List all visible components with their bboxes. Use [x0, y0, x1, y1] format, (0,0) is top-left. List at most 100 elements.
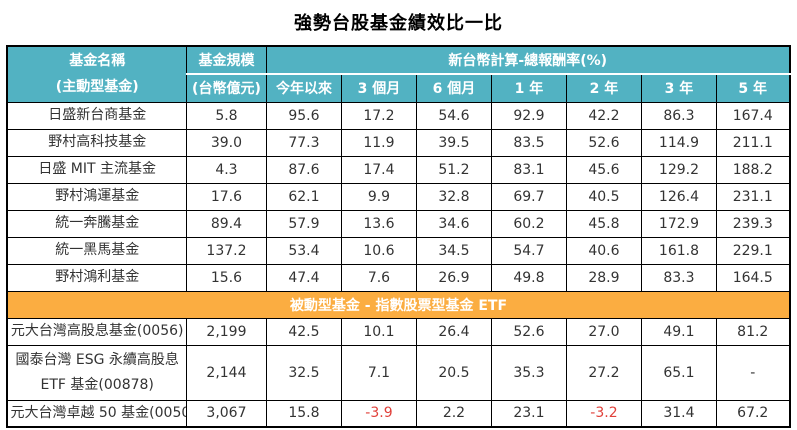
table-header: 基金名稱 (主動型基金) 基金規模 新台幣計算-總報酬率(%) (台幣億元) 今… [6, 45, 791, 103]
return-value-cell: 27.2 [565, 344, 642, 401]
return-value-cell: 114.9 [640, 128, 717, 157]
fund-name-cell: 日盛新台商基金 [6, 101, 187, 130]
page-title: 強勢台股基金績效比一比 [294, 13, 503, 34]
fund-name-text: 元大台灣高股息基金(0056) [10, 323, 184, 339]
return-value-cell: 83.5 [490, 128, 567, 157]
return-value-cell: 26.4 [415, 317, 492, 346]
fund-name-header-line1: 基金名稱 [69, 53, 126, 70]
return-value-cell: 2.2 [415, 399, 492, 428]
fund-name-text: 統一黑馬基金 [55, 242, 140, 258]
fund-name-text: 國泰台灣 ESG 永續高股息 [15, 351, 179, 368]
fund-name-text: 統一奔騰基金 [55, 215, 140, 231]
return-value-cell: 42.2 [565, 101, 642, 130]
header-row-sub: (台幣億元) 今年以來 3 個月 6 個月 1 年 2 年 3 年 5 年 [7, 73, 791, 103]
page: 強勢台股基金績效比一比 基金名稱 (主動型基金) 基金規模 新台幣計算-總報酬率… [0, 9, 797, 428]
fund-size-cell: 15.6 [185, 263, 267, 292]
return-value-cell: 9.9 [340, 182, 417, 211]
fund-name-cell: 野村鴻利基金 [6, 263, 187, 292]
return-value-cell: 67.2 [715, 399, 791, 428]
return-value-cell: 167.4 [715, 101, 791, 130]
period-header-6m: 6 個月 [415, 73, 492, 103]
return-value-cell: 47.4 [265, 263, 342, 292]
table-row: 統一奔騰基金 89.4 57.9 13.6 34.6 60.2 45.8 172.9 239.3 [6, 209, 791, 238]
return-value-cell: 15.8 [265, 399, 342, 428]
fund-name-cell: 野村鴻運基金 [6, 182, 187, 211]
return-value-cell: 239.3 [715, 209, 791, 238]
return-value-cell: 28.9 [565, 263, 642, 292]
fund-size-header: 基金規模 [185, 45, 267, 75]
return-value-cell: 62.1 [265, 182, 342, 211]
return-value-cell: 49.1 [640, 317, 717, 346]
fund-name-cell: 元大台灣卓越 50 基金(0050) [6, 399, 187, 428]
return-value-cell: 7.6 [340, 263, 417, 292]
return-value-cell: 7.1 [340, 344, 417, 401]
period-header-3m: 3 個月 [340, 73, 417, 103]
return-value-cell: 35.3 [490, 344, 567, 401]
fund-name-header-line2: (主動型基金) [55, 79, 139, 96]
fund-name-text: 野村鴻運基金 [55, 188, 140, 204]
return-value-cell: 53.4 [265, 236, 342, 265]
return-value-cell: 83.1 [490, 155, 567, 184]
return-value-cell: 34.5 [415, 236, 492, 265]
fund-size-cell: 4.3 [185, 155, 267, 184]
table-row: 元大台灣卓越 50 基金(0050) 3,067 15.8 -3.9 2.2 23.1 -3… [6, 399, 791, 428]
return-value-cell: 211.1 [715, 128, 791, 157]
fund-name-cell: 野村高科技基金 [6, 128, 187, 157]
return-value-cell: 60.2 [490, 209, 567, 238]
return-value-cell: 31.4 [640, 399, 717, 428]
return-value-cell: 34.6 [415, 209, 492, 238]
return-value-cell: 23.1 [490, 399, 567, 428]
period-header-ytd: 今年以來 [265, 73, 342, 103]
table-row: 統一黑馬基金 137.2 53.4 10.6 34.5 54.7 40.6 161.8 229.… [6, 236, 791, 265]
table-row: 野村鴻運基金 17.6 62.1 9.9 32.8 69.7 40.5 126.4 231.1 [6, 182, 791, 211]
fund-size-cell: 2,144 [185, 344, 267, 401]
fund-size-cell: 17.6 [185, 182, 267, 211]
fund-name-cell: 統一黑馬基金 [6, 236, 187, 265]
table-body: 日盛新台商基金 5.8 95.6 17.2 54.6 92.9 42.2 86.3 167.4 野… [6, 101, 791, 428]
return-value-cell: 172.9 [640, 209, 717, 238]
fund-name-cell: 元大台灣高股息基金(0056) [6, 317, 187, 346]
return-value-cell: 10.6 [340, 236, 417, 265]
fund-name-header: 基金名稱 (主動型基金) [6, 45, 187, 103]
table-row: 元大台灣高股息基金(0056) 2,199 42.5 10.1 26.4 52.6 27.0… [6, 317, 791, 346]
return-value-cell: 188.2 [715, 155, 791, 184]
fund-name-cell: 國泰台灣 ESG 永續高股息 ETF 基金(00878) [6, 344, 187, 401]
return-value-cell: 164.5 [715, 263, 791, 292]
return-value-cell: 52.6 [490, 317, 567, 346]
return-value-cell: 229.1 [715, 236, 791, 265]
period-header-3y: 3 年 [640, 73, 717, 103]
etf-section-separator-row: 被動型基金 - 指數股票型基金 ETF [6, 290, 791, 319]
return-value-cell: 45.6 [565, 155, 642, 184]
period-header-2y: 2 年 [565, 73, 642, 103]
return-value-cell: 77.3 [265, 128, 342, 157]
fund-size-cell: 39.0 [185, 128, 267, 157]
return-value-cell: 49.8 [490, 263, 567, 292]
return-value-cell: 54.7 [490, 236, 567, 265]
fund-name-text: 野村鴻利基金 [55, 269, 140, 285]
return-value-cell: 13.6 [340, 209, 417, 238]
returns-group-header: 新台幣計算-總報酬率(%) [265, 45, 791, 75]
table-row: 日盛新台商基金 5.8 95.6 17.2 54.6 92.9 42.2 86.3 167.4 [6, 101, 791, 130]
return-value-cell: 27.0 [565, 317, 642, 346]
return-value-cell: 52.6 [565, 128, 642, 157]
return-value-cell: 40.6 [565, 236, 642, 265]
fund-size-unit-header: (台幣億元) [185, 73, 267, 103]
return-value-cell: 87.6 [265, 155, 342, 184]
return-value-cell: 11.9 [340, 128, 417, 157]
period-header-5y: 5 年 [715, 73, 791, 103]
return-value-cell: 54.6 [415, 101, 492, 130]
return-value-cell: 57.9 [265, 209, 342, 238]
fund-name-text: 日盛 MIT 主流基金 [38, 161, 157, 177]
return-value-cell: 32.5 [265, 344, 342, 401]
return-value-cell: 40.5 [565, 182, 642, 211]
return-value-cell: 45.8 [565, 209, 642, 238]
return-value-cell: 10.1 [340, 317, 417, 346]
fund-size-cell: 137.2 [185, 236, 267, 265]
table-row: 日盛 MIT 主流基金 4.3 87.6 17.4 51.2 83.1 45.6 129.2 1… [6, 155, 791, 184]
fund-name-text: 日盛新台商基金 [48, 107, 147, 123]
fund-size-cell: 2,199 [185, 317, 267, 346]
etf-section-separator: 被動型基金 - 指數股票型基金 ETF [6, 290, 791, 319]
fund-name-cell: 統一奔騰基金 [6, 209, 187, 238]
fund-name-text: 野村高科技基金 [48, 134, 147, 150]
period-header-1y: 1 年 [490, 73, 567, 103]
